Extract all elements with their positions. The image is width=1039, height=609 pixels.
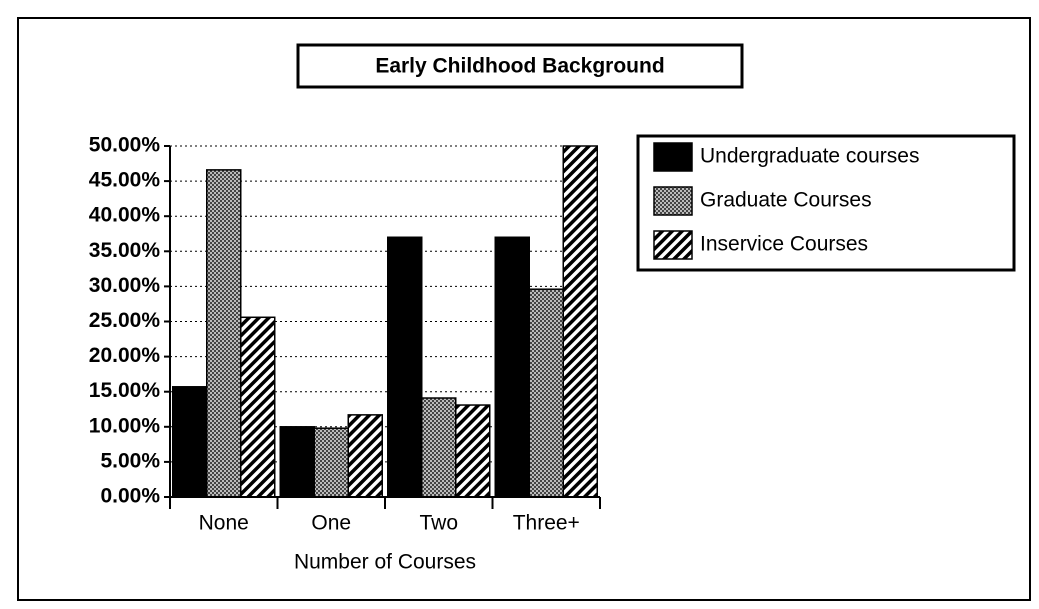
x-tick-label: One	[311, 512, 351, 535]
legend-label: Graduate Courses	[700, 189, 872, 212]
bar	[172, 386, 208, 498]
bar	[279, 426, 315, 498]
chart-title: Early Childhood Background	[375, 55, 664, 78]
bar	[206, 169, 242, 498]
title-box	[296, 43, 744, 89]
bar	[387, 236, 423, 498]
y-tick-label: 30.00%	[89, 274, 161, 297]
y-tick-label: 5.00%	[100, 449, 160, 472]
frame	[17, 17, 1031, 601]
bar	[313, 427, 349, 498]
legend-swatch	[653, 186, 693, 216]
bar	[421, 397, 457, 498]
y-tick-label: 15.00%	[89, 379, 161, 402]
x-tick-label: Three+	[513, 512, 580, 535]
y-tick-label: 20.00%	[89, 344, 161, 367]
x-tick-label: Two	[419, 512, 458, 535]
y-tick-label: 10.00%	[89, 414, 161, 437]
x-tick-label: None	[199, 512, 249, 535]
y-tick-label: 35.00%	[89, 239, 161, 262]
bar	[240, 316, 276, 498]
legend-box	[636, 134, 1016, 272]
y-tick-label: 40.00%	[89, 204, 161, 227]
bar	[455, 404, 491, 498]
bar	[347, 414, 383, 498]
bar	[562, 145, 598, 498]
y-tick-label: 50.00%	[89, 134, 161, 157]
y-tick-label: 45.00%	[89, 169, 161, 192]
x-axis-title: Number of Courses	[294, 551, 476, 574]
legend-label: Inservice Courses	[700, 233, 868, 256]
y-tick-label: 0.00%	[100, 485, 160, 508]
bar	[494, 236, 530, 498]
legend-swatch	[653, 142, 693, 172]
bar	[528, 288, 564, 498]
legend-label: Undergraduate courses	[700, 145, 919, 168]
y-tick-label: 25.00%	[89, 309, 161, 332]
legend-swatch	[653, 230, 693, 260]
